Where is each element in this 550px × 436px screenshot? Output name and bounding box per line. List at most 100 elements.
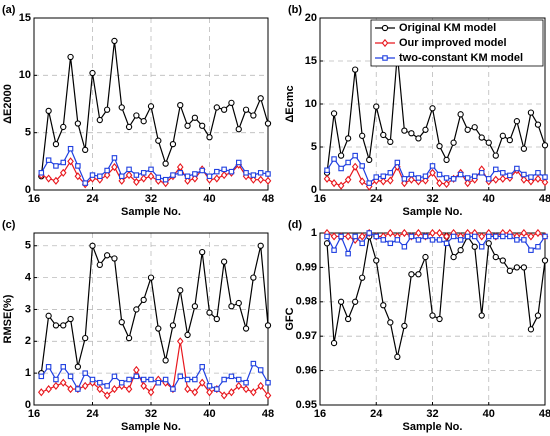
point	[192, 171, 198, 177]
legend-box	[370, 19, 544, 67]
y-tick-label: 0	[25, 399, 31, 411]
x-tick-label: 40	[203, 408, 215, 420]
point	[184, 385, 191, 394]
x-tick-label: 48	[262, 193, 274, 205]
legend-marker	[382, 55, 388, 61]
point	[380, 131, 387, 139]
point	[250, 388, 257, 397]
point	[250, 360, 257, 367]
point	[220, 171, 228, 180]
point	[422, 173, 429, 179]
point	[380, 302, 387, 309]
point	[177, 287, 184, 294]
point	[118, 176, 126, 185]
point	[214, 168, 220, 175]
point	[485, 139, 492, 146]
point	[401, 228, 408, 238]
point	[443, 232, 450, 241]
point	[184, 176, 191, 185]
point	[471, 233, 478, 240]
point	[344, 315, 352, 323]
point	[133, 112, 140, 119]
point	[499, 257, 506, 264]
point	[228, 99, 235, 107]
point	[485, 176, 492, 182]
point	[324, 233, 330, 240]
point	[443, 179, 450, 189]
point	[125, 123, 133, 131]
point	[103, 252, 111, 259]
point	[387, 228, 394, 238]
point	[60, 159, 66, 166]
x-tick-label: 32	[426, 193, 438, 205]
point	[373, 174, 379, 180]
x-tick-label: 16	[314, 408, 326, 420]
point	[471, 124, 478, 131]
point	[352, 152, 358, 159]
y-axis-label: ΔE2000	[2, 84, 14, 124]
point	[345, 159, 351, 166]
point	[111, 155, 118, 161]
point	[429, 168, 436, 177]
y-tick-label: 0.95	[296, 399, 317, 411]
point	[429, 163, 436, 169]
point	[82, 180, 88, 186]
point	[67, 315, 74, 323]
x-tick-label: 40	[483, 408, 495, 420]
point	[436, 315, 443, 323]
point	[162, 176, 169, 183]
point	[257, 242, 264, 249]
point	[81, 381, 89, 390]
point	[118, 319, 125, 326]
point	[401, 322, 408, 330]
y-tick-label: 1	[311, 227, 317, 239]
point	[264, 391, 272, 400]
point	[359, 132, 366, 139]
point	[45, 364, 52, 370]
point	[366, 156, 373, 164]
point	[82, 334, 89, 342]
point	[103, 171, 111, 180]
point	[162, 357, 169, 364]
point	[265, 379, 271, 386]
point	[125, 385, 133, 394]
point	[351, 162, 359, 171]
point	[492, 253, 499, 261]
point	[366, 180, 372, 186]
point	[415, 135, 422, 142]
point	[514, 237, 520, 243]
point	[485, 233, 492, 240]
point	[464, 233, 471, 240]
point	[264, 322, 272, 329]
y-tick-label: 5	[311, 141, 317, 153]
point	[147, 103, 155, 110]
point	[119, 379, 125, 386]
point	[228, 388, 235, 397]
point	[155, 379, 162, 386]
point	[324, 167, 330, 173]
x-axis-label: Sample No.	[403, 421, 463, 433]
point	[184, 376, 191, 383]
point	[155, 325, 162, 332]
x-axis-label: Sample No.	[403, 206, 463, 218]
x-tick-label: 48	[539, 408, 550, 420]
point	[527, 109, 535, 116]
point	[450, 253, 457, 261]
point	[169, 322, 177, 329]
point	[67, 373, 74, 380]
point	[264, 120, 272, 127]
point	[520, 264, 528, 271]
point	[429, 237, 436, 243]
axes-frame	[319, 17, 546, 191]
point	[387, 240, 394, 247]
point	[506, 136, 513, 144]
point	[257, 367, 264, 373]
point	[408, 233, 415, 240]
point	[140, 118, 147, 125]
point	[394, 237, 401, 243]
point	[323, 174, 331, 183]
point	[338, 165, 344, 172]
point	[436, 171, 443, 178]
point	[373, 103, 380, 110]
point	[133, 373, 140, 380]
